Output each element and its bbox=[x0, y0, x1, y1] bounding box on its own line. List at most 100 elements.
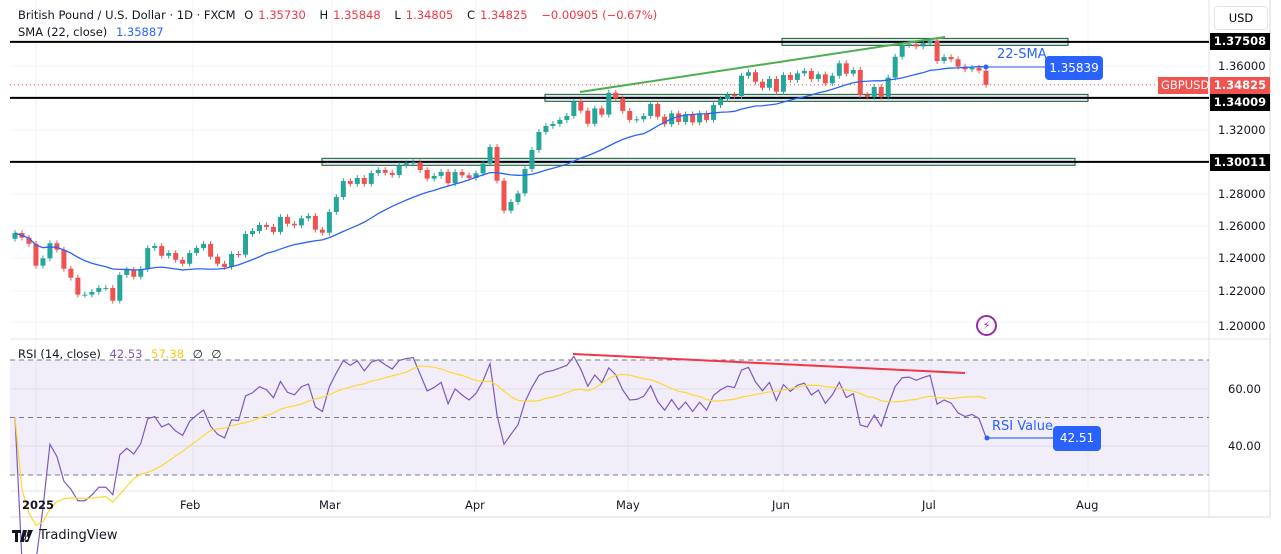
candle-body bbox=[284, 217, 290, 224]
rsi-annotation-box[interactable]: 42.51 bbox=[1053, 426, 1101, 451]
price-tick: 1.28000 bbox=[1218, 187, 1266, 201]
candle-body bbox=[277, 217, 283, 232]
candle-body bbox=[676, 113, 682, 122]
candle-body bbox=[766, 78, 772, 88]
time-label: 2025 bbox=[22, 498, 55, 512]
level-tag-3: 1.30011 bbox=[1210, 154, 1270, 171]
lightning-icon[interactable]: ⚡ bbox=[976, 315, 997, 336]
candle-body bbox=[948, 57, 954, 60]
rsi-label: RSI (14, close) bbox=[18, 347, 101, 361]
price-tick: 1.26000 bbox=[1218, 219, 1266, 233]
rsi-extra-1: ∅ bbox=[192, 347, 203, 361]
candle-body bbox=[403, 163, 409, 166]
candle-body bbox=[976, 67, 982, 71]
candle-body bbox=[627, 110, 633, 120]
candle-body bbox=[75, 277, 81, 295]
sma-annotation-anchor bbox=[983, 64, 989, 70]
candle-body bbox=[864, 94, 870, 97]
candle-body bbox=[683, 114, 689, 122]
candle-body bbox=[250, 230, 256, 234]
candle-body bbox=[68, 268, 74, 278]
level-tag-2: 1.34009 bbox=[1210, 94, 1270, 111]
candle-body bbox=[117, 274, 123, 301]
rsi-legend[interactable]: RSI (14, close) 42.53 57.38 ∅ ∅ bbox=[18, 347, 226, 361]
candle-body bbox=[571, 101, 577, 116]
candle-body bbox=[801, 70, 807, 74]
candle-body bbox=[417, 162, 423, 170]
candle-body bbox=[12, 233, 18, 239]
candle-body bbox=[836, 63, 842, 76]
candle-body bbox=[941, 57, 947, 62]
candle-body bbox=[494, 146, 500, 181]
candle-body bbox=[33, 243, 39, 266]
close-value: 1.34825 bbox=[480, 8, 528, 22]
sma-label: SMA (22, close) bbox=[18, 25, 108, 39]
high-label: H bbox=[319, 8, 329, 22]
open-value: 1.35730 bbox=[258, 8, 306, 22]
candle-body bbox=[89, 291, 95, 295]
sma-legend[interactable]: SMA (22, close) 1.35887 bbox=[18, 25, 169, 39]
candle-body bbox=[61, 249, 67, 269]
candle-body bbox=[983, 70, 989, 85]
candle-body bbox=[208, 243, 214, 257]
low-label: L bbox=[394, 8, 401, 22]
candle-body bbox=[410, 162, 416, 164]
candle-body bbox=[354, 178, 360, 184]
candle-body bbox=[389, 172, 395, 175]
candle-body bbox=[312, 215, 318, 230]
tradingview-logo: TradingView bbox=[12, 528, 118, 543]
candle-body bbox=[843, 63, 849, 74]
candle-body bbox=[641, 115, 647, 120]
candle-body bbox=[913, 44, 919, 47]
rsi-tick: 60.00 bbox=[1228, 382, 1261, 396]
time-label: Apr bbox=[465, 498, 485, 512]
candle-body bbox=[452, 171, 458, 184]
price-tick: 1.24000 bbox=[1218, 251, 1266, 265]
high-value: 1.35848 bbox=[333, 8, 381, 22]
close-label: C bbox=[466, 8, 476, 22]
candle-body bbox=[550, 123, 556, 126]
candle-body bbox=[340, 181, 346, 198]
candle-body bbox=[347, 181, 353, 184]
candle-body bbox=[515, 193, 521, 202]
rsi-ma-value: 57.38 bbox=[151, 347, 185, 361]
candle-body bbox=[578, 101, 584, 111]
symbol-tag: GBPUSD bbox=[1158, 77, 1209, 94]
candle-body bbox=[96, 287, 102, 292]
price-tick: 1.22000 bbox=[1218, 284, 1266, 298]
candle-body bbox=[138, 269, 144, 277]
candle-body bbox=[662, 116, 668, 125]
candle-body bbox=[187, 253, 193, 264]
sma-annotation-box[interactable]: 1.35839 bbox=[1045, 56, 1103, 80]
rsi-divergence-line bbox=[572, 353, 966, 374]
price-tick: 1.32000 bbox=[1218, 123, 1266, 137]
candle-body bbox=[536, 131, 542, 150]
rsi-value: 42.53 bbox=[109, 347, 143, 361]
rsi-annotation-text: RSI Value bbox=[992, 419, 1053, 434]
candle-body bbox=[690, 114, 696, 123]
candle-body bbox=[822, 74, 828, 84]
candle-body bbox=[599, 108, 605, 115]
price-tick: 1.20000 bbox=[1218, 319, 1266, 333]
candle-body bbox=[808, 70, 814, 79]
candle-body bbox=[955, 59, 961, 67]
candle-body bbox=[969, 67, 975, 70]
brand-name: TradingView bbox=[39, 528, 118, 543]
candle-body bbox=[732, 94, 738, 96]
candle-body bbox=[459, 171, 465, 176]
candle-body bbox=[180, 259, 186, 264]
candle-body bbox=[110, 287, 116, 301]
rsi-extra-2: ∅ bbox=[211, 347, 222, 361]
rsi-line bbox=[14, 355, 987, 554]
candle-body bbox=[613, 92, 619, 99]
candle-body bbox=[745, 72, 751, 76]
candle-body bbox=[305, 215, 311, 219]
candle-body bbox=[557, 119, 563, 124]
candle-body bbox=[501, 180, 507, 211]
candle-body bbox=[725, 94, 731, 99]
candle-body bbox=[564, 115, 570, 120]
currency-button[interactable]: USD bbox=[1214, 6, 1268, 30]
candle-body bbox=[794, 73, 800, 80]
candle-body bbox=[857, 70, 863, 95]
